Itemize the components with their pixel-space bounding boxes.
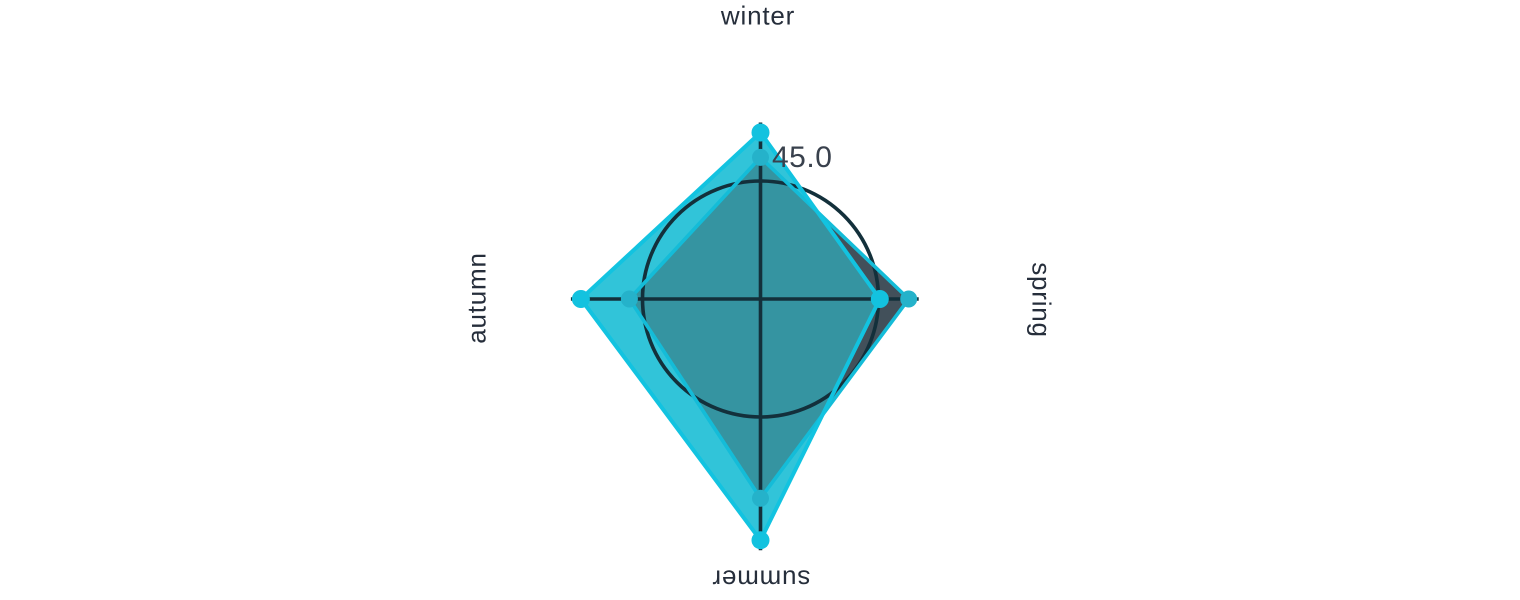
series-1-point-summer (751, 531, 770, 550)
axis-label-summer: summer (711, 564, 811, 595)
radial-tick-label: 45.0 (772, 141, 833, 174)
series-1-point-spring (870, 290, 889, 308)
series-2-point-spring (900, 290, 918, 308)
series-1-point-autumn (571, 290, 590, 308)
series-2-point-winter (752, 148, 769, 166)
series-2-point-summer (752, 489, 769, 507)
axis-label-winter: winter (720, 0, 796, 31)
axis-label-spring: spring (1026, 262, 1057, 338)
series-2-point-autumn (620, 290, 638, 308)
axis-label-autumn: autumn (461, 252, 492, 344)
series-1-point-winter (751, 123, 770, 142)
